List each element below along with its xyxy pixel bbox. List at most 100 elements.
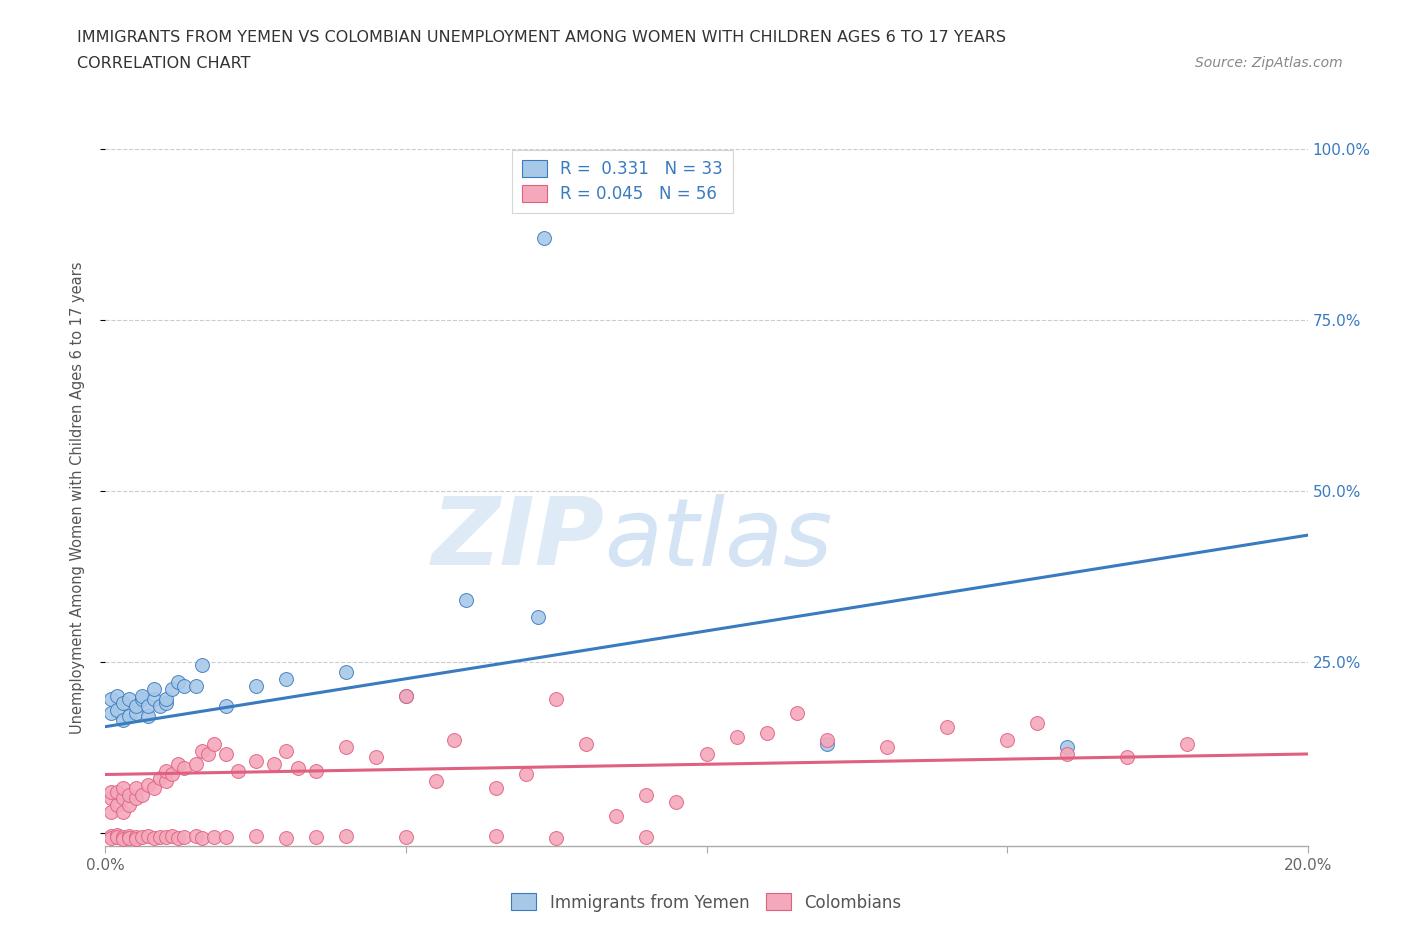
Point <box>1056 747 1078 762</box>
Point <box>118 709 141 724</box>
Point <box>118 829 141 844</box>
Point <box>118 798 141 813</box>
Point <box>107 688 129 703</box>
Point <box>636 830 658 844</box>
Point <box>160 682 183 697</box>
Point <box>160 829 183 844</box>
Point <box>100 706 122 721</box>
Point <box>274 743 297 758</box>
Text: ZIP: ZIP <box>432 494 605 585</box>
Point <box>118 692 141 707</box>
Point <box>515 767 537 782</box>
Point <box>124 706 146 721</box>
Point <box>184 829 207 844</box>
Point <box>546 830 568 845</box>
Point <box>443 733 465 748</box>
Point <box>1116 750 1139 764</box>
Point <box>148 770 170 785</box>
Point <box>155 692 177 707</box>
Point <box>112 830 135 844</box>
Point <box>725 729 748 744</box>
Point <box>395 830 418 844</box>
Point <box>142 830 165 845</box>
Point <box>190 658 212 672</box>
Point <box>112 791 135 806</box>
Point <box>533 231 555 246</box>
Point <box>100 784 122 799</box>
Point <box>184 757 207 772</box>
Point <box>245 829 267 844</box>
Point <box>665 794 688 809</box>
Point <box>335 665 357 680</box>
Point <box>166 757 188 772</box>
Point <box>107 828 129 843</box>
Point <box>107 702 129 717</box>
Point <box>131 688 153 703</box>
Point <box>136 829 159 844</box>
Point <box>173 830 195 844</box>
Point <box>263 757 285 772</box>
Point <box>305 830 328 844</box>
Point <box>226 764 249 778</box>
Point <box>245 678 267 693</box>
Point <box>100 804 122 819</box>
Point <box>636 788 658 803</box>
Point <box>124 781 146 796</box>
Point <box>166 830 188 845</box>
Point <box>876 739 898 754</box>
Point <box>335 829 357 844</box>
Point <box>155 830 177 844</box>
Point <box>190 743 212 758</box>
Point <box>142 692 165 707</box>
Point <box>197 747 219 762</box>
Point <box>202 830 225 844</box>
Point <box>112 804 135 819</box>
Point <box>124 830 146 844</box>
Point <box>395 688 418 703</box>
Point <box>184 678 207 693</box>
Point <box>173 678 195 693</box>
Point <box>107 798 129 813</box>
Point <box>136 709 159 724</box>
Point <box>100 791 122 806</box>
Point <box>118 788 141 803</box>
Point <box>274 671 297 686</box>
Y-axis label: Unemployment Among Women with Children Ages 6 to 17 years: Unemployment Among Women with Children A… <box>70 261 84 734</box>
Point <box>100 830 122 845</box>
Point <box>454 592 477 607</box>
Point <box>173 760 195 775</box>
Point <box>112 781 135 796</box>
Point <box>395 688 418 703</box>
Point <box>527 610 550 625</box>
Point <box>166 675 188 690</box>
Text: CORRELATION CHART: CORRELATION CHART <box>77 56 250 71</box>
Point <box>287 760 309 775</box>
Point <box>148 830 170 844</box>
Point <box>575 737 598 751</box>
Point <box>335 739 357 754</box>
Point <box>131 692 153 707</box>
Point <box>485 829 508 844</box>
Text: IMMIGRANTS FROM YEMEN VS COLOMBIAN UNEMPLOYMENT AMONG WOMEN WITH CHILDREN AGES 6: IMMIGRANTS FROM YEMEN VS COLOMBIAN UNEMP… <box>77 30 1007 45</box>
Point <box>214 698 236 713</box>
Point <box>155 764 177 778</box>
Point <box>131 788 153 803</box>
Point <box>155 696 177 711</box>
Point <box>1026 716 1049 731</box>
Point <box>1175 737 1198 751</box>
Point <box>112 712 135 727</box>
Point <box>131 830 153 844</box>
Point <box>202 737 225 751</box>
Text: atlas: atlas <box>605 494 832 585</box>
Point <box>112 696 135 711</box>
Point <box>142 781 165 796</box>
Point <box>107 784 129 799</box>
Point <box>190 830 212 845</box>
Point <box>155 774 177 789</box>
Point <box>245 753 267 768</box>
Point <box>214 747 236 762</box>
Point <box>995 733 1018 748</box>
Point <box>124 831 146 846</box>
Point <box>696 747 718 762</box>
Point <box>136 777 159 792</box>
